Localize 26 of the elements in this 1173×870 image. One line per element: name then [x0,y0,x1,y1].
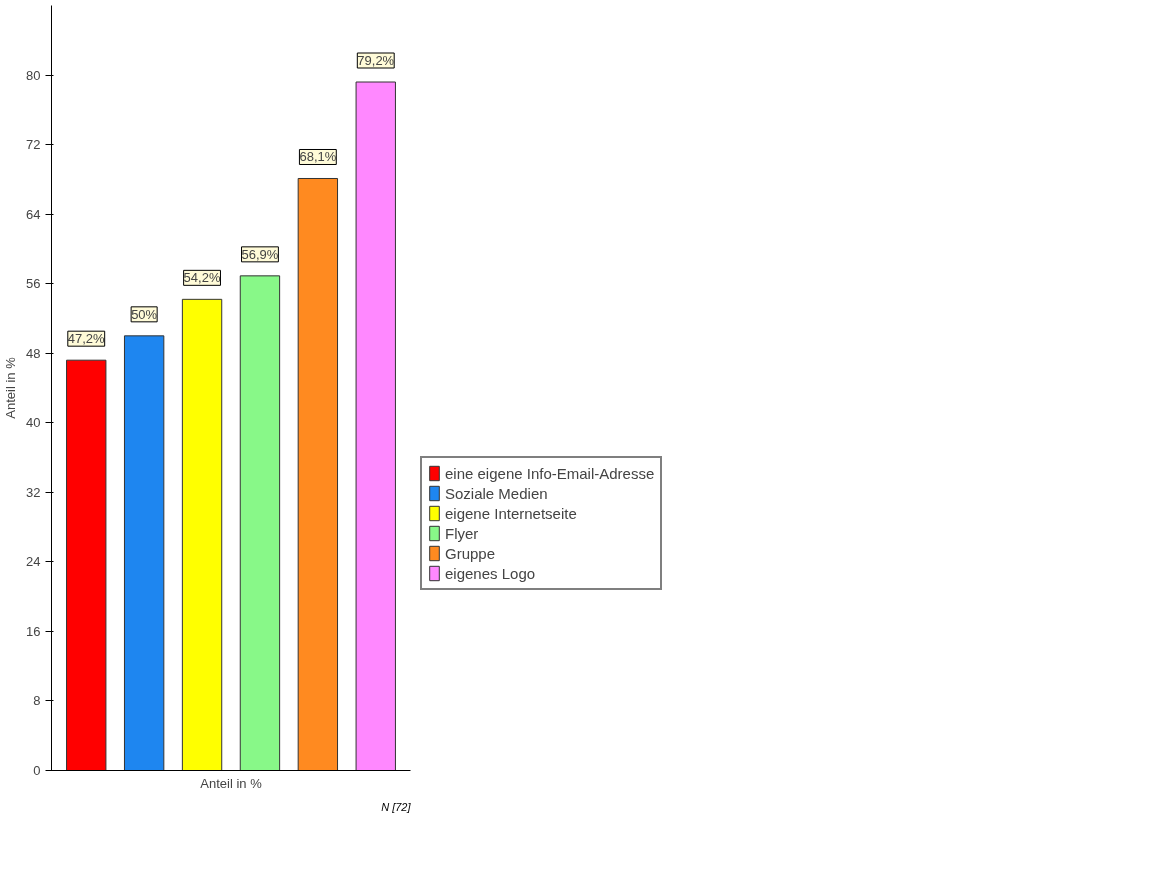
text: N [72] [381,800,412,813]
data-label: 68,1% [299,149,337,165]
legend-label: Gruppe [445,544,496,562]
y-tick-label: 48 [26,345,41,361]
legend-label: eine eigene Info-Email-Adresse [445,464,655,482]
y-tick-label: 16 [26,623,41,639]
y-tick-label: 32 [26,484,41,500]
y-tick-label: 64 [26,206,41,222]
data-label: 56,9% [241,246,279,262]
data-label: 50% [131,306,158,322]
x-axis-title: Anteil in % [200,775,263,791]
y-tick-label: 72 [26,137,41,153]
legend-label: Soziale Medien [445,484,548,502]
data-label: 54,2% [183,270,221,286]
legend-label: eigene Internetseite [445,504,577,522]
legend-label: eigenes Logo [445,564,536,582]
data-label: 79,2% [357,53,395,68]
y-tick-label: 24 [26,554,41,570]
data-label: 47,2% [67,331,106,347]
y-axis-title: Anteil in % [3,356,19,419]
y-tick-label: 8 [33,693,41,709]
legend-label: Flyer [445,524,479,542]
y-tick-label: 0 [33,763,41,778]
y-tick-label: 80 [26,67,41,83]
y-tick-label: 56 [26,276,41,292]
y-tick-label: 40 [26,415,41,431]
